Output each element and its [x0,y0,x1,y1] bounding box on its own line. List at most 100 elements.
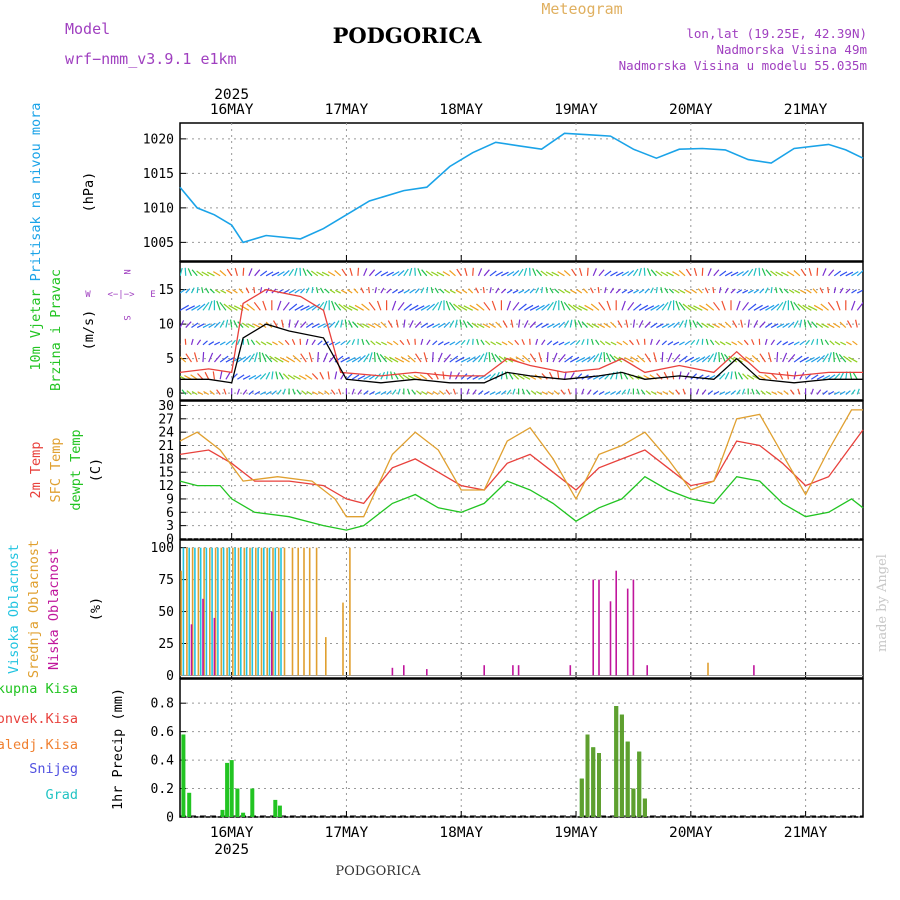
wind-arrow [725,341,732,346]
wind-arrow [637,354,646,363]
wind-arrow [546,340,553,346]
wind-arrow [742,373,749,380]
wind-arrow [376,352,382,363]
wind-arrow [782,322,790,329]
wind-arrow [431,352,434,363]
wind-arrow [421,269,428,277]
wind-arrow [538,352,543,363]
wind-arrow [684,372,690,380]
wind-arrow [828,374,836,380]
wind-arrow [483,390,490,396]
wind-arrow [180,267,183,276]
wind-arrow [790,389,795,395]
wind-arrow [248,353,255,363]
wind-arrow [546,352,549,363]
wind-arrow [846,341,852,346]
wind-arrow [724,271,733,277]
wind-arrow [445,389,451,395]
wind-arrow [334,270,342,277]
wind-arrow [609,287,615,294]
wind-arrow [788,289,795,294]
wind-arrow [839,321,847,328]
wind-arrow [250,339,256,346]
y-tick-label: 0.4 [151,754,175,769]
wind-arrow [469,304,479,311]
wind-arrow [843,355,852,363]
y-tick-label: 21 [158,439,174,454]
wind-arrow [806,289,812,294]
panel-wind [179,261,864,401]
wind-arrow [592,390,599,395]
wind-arrow [368,269,376,277]
y-tick-label: 1015 [143,167,174,182]
wind-arrow [807,320,812,328]
cloud-bar-high [280,547,282,676]
wind-arrow [851,271,859,277]
wind-arrow [292,354,301,363]
wind-arrow [713,390,720,396]
wind-arrow [196,270,204,277]
wind-arrow [776,301,784,311]
precip-bar-total [235,788,240,817]
wind-arrow [277,271,285,277]
wind-arrow [489,287,492,294]
cloud-bar-low [626,588,629,676]
wind-arrow [759,288,765,294]
wind-arrow [732,320,738,328]
wind-arrow [265,390,272,396]
wind-arrow [821,323,829,329]
wind-arrow [810,339,815,346]
wind-arrow [426,323,435,329]
wind-arrow [793,355,803,363]
wind-arrow [834,341,841,346]
wind-arrow [753,267,757,276]
wind-arrow [535,304,545,311]
cloud-bar-low [615,570,617,676]
temp-axis-title-1: 2m Temp [28,442,44,499]
wind-arrow [724,321,732,328]
wind-arrow [360,287,365,294]
wind-arrow [389,356,399,363]
wind-arrow [490,341,496,346]
wind-arrow [581,339,585,346]
wind-arrow [246,338,250,345]
wind-arrow [370,340,376,346]
wind-arrow [835,352,841,363]
wind-arrow [529,288,535,294]
top-day-label: 17MAY [325,102,369,118]
wind-arrow [687,304,697,311]
wind-arrow [259,270,268,277]
wind-arrow [691,289,697,294]
wind-arrow [361,338,365,345]
wind-arrow [409,320,414,328]
wind-arrow [599,340,606,346]
wind-arrow [291,339,296,346]
cloud-bar-mid [342,602,344,676]
precip-bar-convective [585,734,590,817]
cloud-bar-high [228,547,231,676]
wind-arrow [753,320,759,328]
precip-bar-total [250,788,255,817]
wind-arrow [437,322,446,329]
wind-arrow [523,320,529,328]
wind-arrow [678,301,686,311]
wind-arrow [247,323,255,329]
wind-arrow [799,340,806,346]
wind-arrow [476,323,485,329]
wind-arrow [288,319,291,328]
cloud-bar-mid [203,547,205,676]
wind-arrow [661,323,670,329]
wind-arrow [185,353,192,363]
wind-arrow [340,340,346,346]
cloud-bar-mid [243,547,246,676]
wind-arrow [833,287,837,294]
wind-arrow [822,268,827,277]
wind-arrow [506,289,513,294]
wind-arrow [287,374,296,380]
wind-arrow [845,390,851,395]
wind-arrow [225,340,232,346]
wind-arrow [638,304,649,311]
wind-arrow [793,270,801,277]
wind-arrow [351,388,355,395]
wind-arrow [426,373,433,380]
